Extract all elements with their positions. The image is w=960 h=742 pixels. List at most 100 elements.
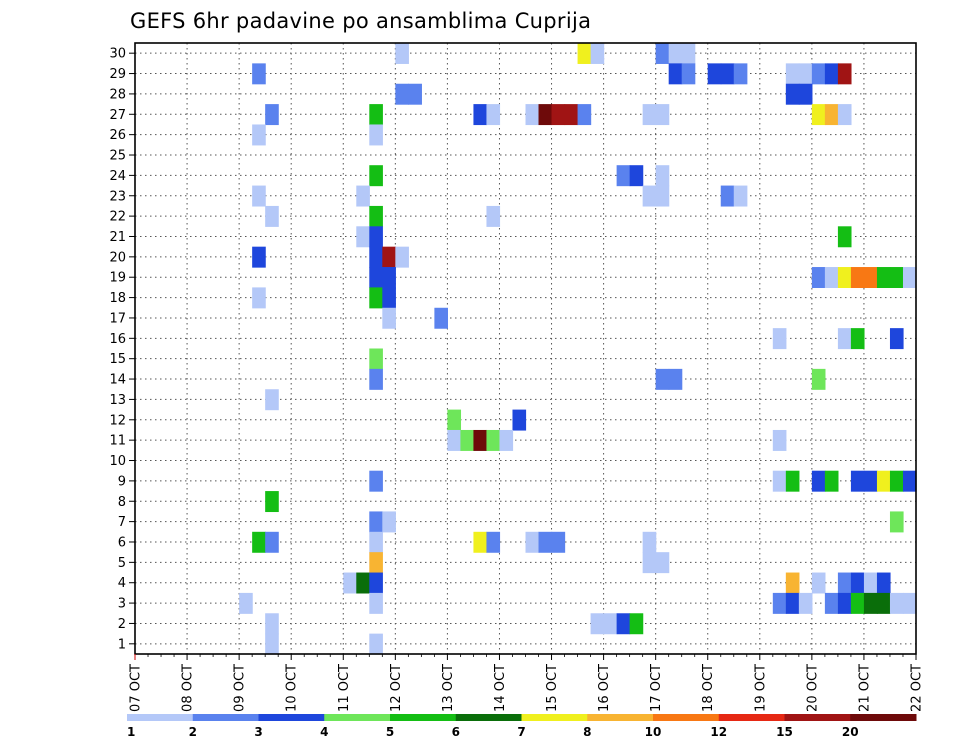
colorbar-swatch (718, 714, 785, 721)
heatmap-cell (824, 63, 839, 85)
heatmap-cell (252, 287, 266, 309)
colorbar-swatch (587, 714, 654, 721)
heatmap-cell (824, 592, 839, 614)
x-tick-label: 11 OCT (337, 664, 352, 712)
x-tick-label: 22 OCT (910, 664, 925, 712)
y-tick-label: 15 (109, 352, 126, 367)
heatmap-cell (369, 572, 383, 594)
heatmap-cell (395, 83, 409, 105)
y-tick-label: 3 (118, 597, 126, 612)
heatmap-cells (239, 43, 917, 655)
y-tick-label: 17 (109, 311, 126, 326)
heatmap-cell (837, 267, 852, 288)
heatmap-cell (525, 531, 540, 553)
colorbar-swatch (653, 714, 720, 721)
heatmap-cell (772, 592, 787, 614)
heatmap-cell (369, 104, 383, 126)
heatmap-cell (551, 531, 566, 553)
heatmap-cell (876, 572, 891, 594)
colorbar-swatch (850, 714, 917, 721)
heatmap-cell (590, 43, 605, 64)
x-tick-label: 14 OCT (493, 664, 508, 712)
y-axis: 1234567891011121314151617181920212223242… (109, 47, 135, 652)
y-tick-label: 8 (118, 495, 126, 510)
heatmap-cell (889, 267, 904, 288)
heatmap-cell (486, 531, 501, 553)
heatmap-cell (356, 185, 370, 207)
heatmap-cell (863, 572, 878, 594)
colorbar-label: 8 (583, 725, 591, 739)
heatmap-cell (902, 592, 917, 614)
y-tick-label: 25 (109, 149, 126, 164)
heatmap-cell (889, 592, 904, 614)
heatmap-cell (343, 572, 357, 594)
heatmap-cell (837, 572, 852, 594)
heatmap-cell (837, 63, 852, 85)
heatmap-cell (265, 389, 279, 411)
heatmap-cell (252, 124, 266, 146)
heatmap-cell (369, 205, 383, 227)
y-tick-label: 28 (109, 87, 126, 102)
colorbar-swatch (258, 714, 325, 721)
heatmap-cell (252, 531, 266, 553)
heatmap-cell (876, 470, 891, 492)
heatmap-cell (902, 470, 917, 492)
heatmap-cell (837, 592, 852, 614)
x-tick-label: 16 OCT (597, 664, 612, 712)
x-axis: 07 OCT 08 OCT 09 OCT 10 OCT 11 OCT 12 OCT 13 O… (129, 654, 925, 712)
heatmap-cell (564, 104, 579, 126)
heatmap-cell (577, 104, 592, 126)
heatmap-cell (616, 613, 631, 635)
heatmap-cell (733, 63, 748, 85)
colorbar-swatch (455, 714, 522, 721)
y-tick-label: 29 (109, 67, 126, 82)
heatmap-cell (447, 409, 462, 431)
y-tick-label: 5 (118, 556, 126, 571)
heatmap-cell (629, 165, 644, 187)
y-tick-label: 22 (109, 210, 126, 225)
heatmap-cell (265, 491, 279, 513)
x-tick-label: 13 OCT (441, 664, 456, 712)
heatmap-cell (837, 104, 852, 126)
x-tick-label: 12 OCT (389, 664, 404, 712)
x-tick-label: 09 OCT (233, 664, 248, 712)
heatmap-cell (252, 185, 266, 207)
heatmap-cell (733, 185, 748, 207)
heatmap-cell (577, 43, 592, 64)
heatmap-cell (863, 470, 878, 492)
heatmap-cell (850, 592, 865, 614)
heatmap-cell (265, 205, 279, 227)
heatmap-cell (798, 63, 813, 85)
colorbar-swatch (521, 714, 588, 721)
heatmap-cell (538, 104, 553, 126)
heatmap-cell (447, 429, 462, 451)
heatmap-cell (681, 43, 696, 64)
heatmap-cell (824, 104, 839, 126)
heatmap-cell (889, 470, 904, 492)
heatmap-cell (473, 104, 488, 126)
y-tick-label: 1 (118, 637, 126, 652)
heatmap-cell (369, 531, 383, 553)
heatmap-cell (863, 592, 878, 614)
heatmap-cell (590, 613, 605, 635)
heatmap-cell (811, 104, 826, 126)
x-tick-label: 18 OCT (701, 664, 716, 712)
heatmap-cell (863, 267, 878, 288)
y-tick-label: 20 (109, 250, 126, 265)
y-tick-label: 18 (109, 291, 126, 306)
heatmap-cell (655, 552, 670, 574)
heatmap-cell (850, 572, 865, 594)
y-tick-label: 30 (109, 47, 126, 62)
colorbar-label: 5 (386, 725, 394, 739)
heatmap-cell (265, 104, 279, 126)
colorbar-label: 10 (645, 725, 662, 739)
heatmap-cell (811, 470, 826, 492)
heatmap-cell (369, 470, 383, 492)
heatmap-cell (798, 83, 813, 105)
heatmap-cell (811, 572, 826, 594)
heatmap-cell (551, 104, 566, 126)
colorbar-label: 6 (452, 725, 460, 739)
heatmap-cell (252, 246, 266, 268)
heatmap-cell (850, 470, 865, 492)
